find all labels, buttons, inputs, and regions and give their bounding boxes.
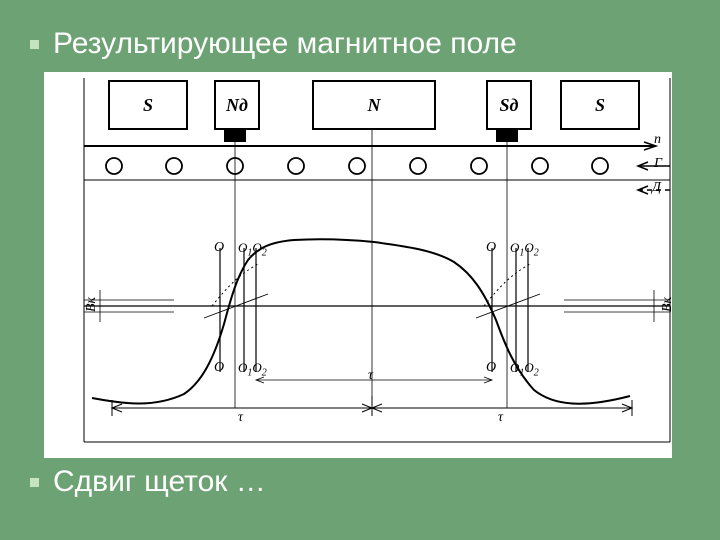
bullet-text: Сдвиг щеток …: [53, 464, 266, 500]
pole-Nd: Nд: [214, 80, 260, 130]
pole-S-right: S: [560, 80, 640, 130]
label-tau-l: τ: [238, 410, 243, 426]
label-O1O2-b: O1O2: [238, 360, 267, 379]
conductor-row: [106, 158, 608, 174]
pole-label: S: [595, 95, 605, 116]
pole-label: N: [368, 95, 381, 116]
label-Bk-left: Bк: [84, 297, 100, 312]
bullet-magnetic-field: Результирующее магнитное поле: [0, 26, 517, 62]
pole-N: N: [312, 80, 436, 130]
bullet-brush-shift: Сдвиг щеток …: [0, 464, 266, 500]
pole-label: Sд: [500, 95, 519, 116]
bullet-marker-icon: [30, 478, 39, 487]
brush-left: [224, 130, 246, 142]
label-tau-mid: τ: [368, 368, 373, 384]
bullet-marker-icon: [30, 40, 39, 49]
diagram-figure: S Nд N Sд S: [44, 72, 672, 458]
label-O-br: O: [486, 360, 496, 376]
pole-label: S: [143, 95, 153, 116]
label-G: Г: [654, 156, 662, 172]
label-O: O: [214, 240, 224, 256]
bullet-text: Результирующее магнитное поле: [53, 26, 517, 62]
tau-dimension: [112, 396, 632, 416]
label-O1O2-r: O1O2: [510, 240, 539, 259]
label-O1O2-br: O1O2: [510, 360, 539, 379]
label-O-r: O: [486, 240, 496, 256]
pole-label: Nд: [226, 95, 248, 116]
pole-S-left: S: [108, 80, 188, 130]
label-Bk-right: Bк: [660, 297, 676, 312]
label-D: Д: [652, 180, 661, 196]
brush-right: [496, 130, 518, 142]
field-curve: [92, 239, 630, 404]
pole-Sd: Sд: [486, 80, 532, 130]
label-O1O2: O1O2: [238, 240, 267, 259]
label-tau-r: τ: [498, 410, 503, 426]
label-O-b: O: [214, 360, 224, 376]
label-n: n: [654, 132, 661, 148]
